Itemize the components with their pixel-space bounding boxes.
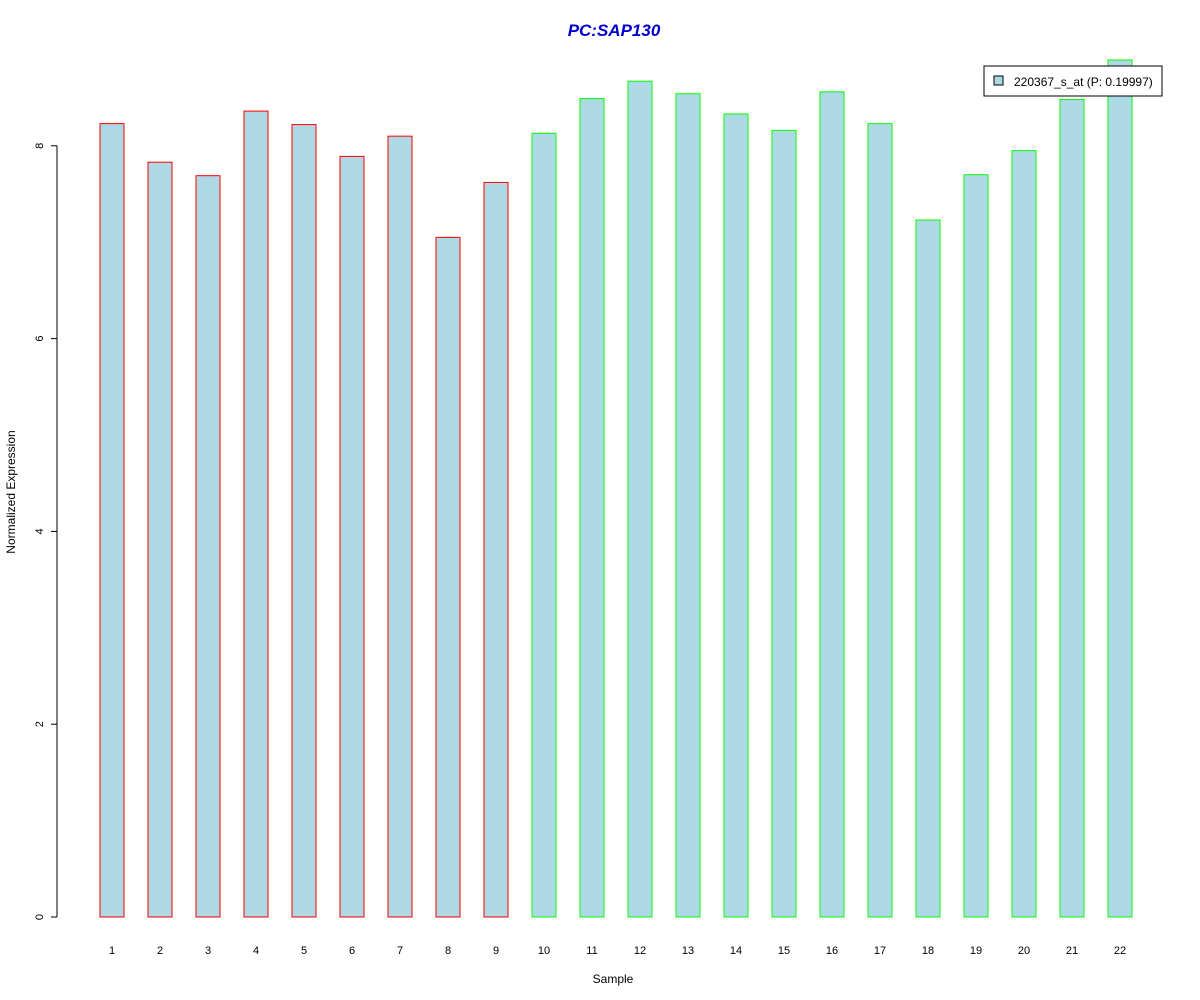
x-tick-label: 16 xyxy=(826,945,838,957)
legend-swatch xyxy=(993,75,1004,86)
bar-sample-6 xyxy=(339,155,365,918)
x-tick-label: 11 xyxy=(586,945,597,957)
x-tick-label: 2 xyxy=(157,945,163,957)
bar-sample-12 xyxy=(627,80,653,918)
legend-entry-label: 220367_s_at (P: 0.19997) xyxy=(1014,75,1153,89)
x-tick-label: 17 xyxy=(874,945,886,957)
x-axis-label: Sample xyxy=(593,972,634,986)
x-tick-label: 9 xyxy=(493,945,499,957)
y-tick-label: 4 xyxy=(34,528,46,534)
bar-sample-19 xyxy=(963,174,989,918)
bar-sample-10 xyxy=(531,132,557,918)
bar-sample-17 xyxy=(867,123,893,918)
x-tick-label: 8 xyxy=(445,945,451,957)
bars xyxy=(99,59,1133,918)
x-tick-label: 6 xyxy=(349,945,355,957)
bar-sample-1 xyxy=(99,123,125,918)
x-tick-labels: 1 2 3 4 5 6 7 8 9 10 11 12 13 14 15 16 17 18 19 20 21 22 xyxy=(109,945,1126,957)
x-tick-label: 13 xyxy=(682,945,694,957)
bar-sample-15 xyxy=(771,129,797,918)
x-tick-label: 3 xyxy=(205,945,211,957)
y-tick-label: 2 xyxy=(34,721,46,727)
bar-sample-22 xyxy=(1107,59,1133,918)
bar-sample-4 xyxy=(243,110,269,918)
legend: 220367_s_at (P: 0.19997) xyxy=(983,65,1163,97)
bar-sample-14 xyxy=(723,113,749,918)
bar-sample-8 xyxy=(435,236,461,918)
legend-box xyxy=(983,65,1163,97)
x-tick-label: 20 xyxy=(1018,945,1030,957)
x-tick-label: 7 xyxy=(397,945,403,957)
y-axis: 0 2 4 6 8 xyxy=(34,143,58,920)
x-tick-label: 10 xyxy=(538,945,550,957)
bar-sample-16 xyxy=(819,91,845,918)
x-tick-label: 18 xyxy=(922,945,934,957)
x-tick-label: 5 xyxy=(301,945,307,957)
bar-sample-9 xyxy=(483,181,509,918)
y-tick-label: 6 xyxy=(34,336,46,342)
x-tick-label: 1 xyxy=(109,945,115,957)
bar-sample-13 xyxy=(675,93,701,918)
bar-sample-2 xyxy=(147,161,173,918)
x-tick-label: 12 xyxy=(634,945,646,957)
x-tick-label: 19 xyxy=(970,945,982,957)
bar-sample-11 xyxy=(579,98,605,918)
y-tick-label: 8 xyxy=(34,143,46,149)
bar-sample-21 xyxy=(1059,99,1085,918)
bar-sample-7 xyxy=(387,135,413,918)
x-tick-label: 21 xyxy=(1066,945,1078,957)
x-tick-label: 15 xyxy=(778,945,790,957)
chart-title: PC:SAP130 xyxy=(568,21,661,40)
bar-sample-20 xyxy=(1011,150,1037,918)
x-tick-label: 14 xyxy=(730,945,742,957)
x-tick-label: 22 xyxy=(1114,945,1126,957)
bar-sample-5 xyxy=(291,124,317,918)
x-tick-label: 4 xyxy=(253,945,259,957)
y-axis-label: Normalized Expression xyxy=(4,430,18,553)
bar-sample-18 xyxy=(915,219,941,918)
y-tick-label: 0 xyxy=(34,914,46,920)
bar-sample-3 xyxy=(195,175,221,918)
